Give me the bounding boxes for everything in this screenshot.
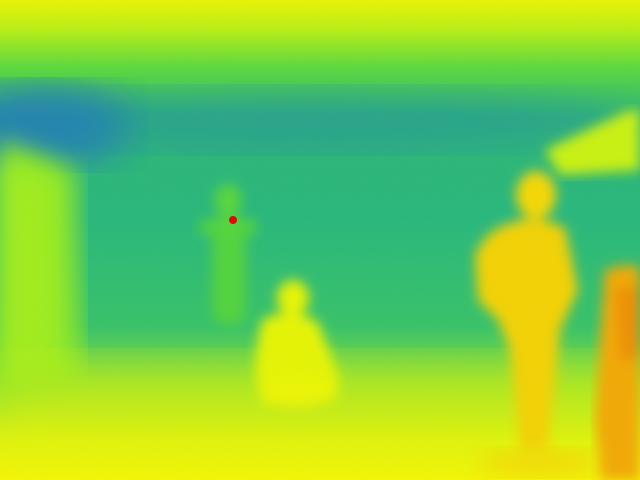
thermal-image	[0, 0, 640, 480]
thermal-scene	[0, 0, 640, 480]
sensor-noise	[0, 0, 640, 480]
